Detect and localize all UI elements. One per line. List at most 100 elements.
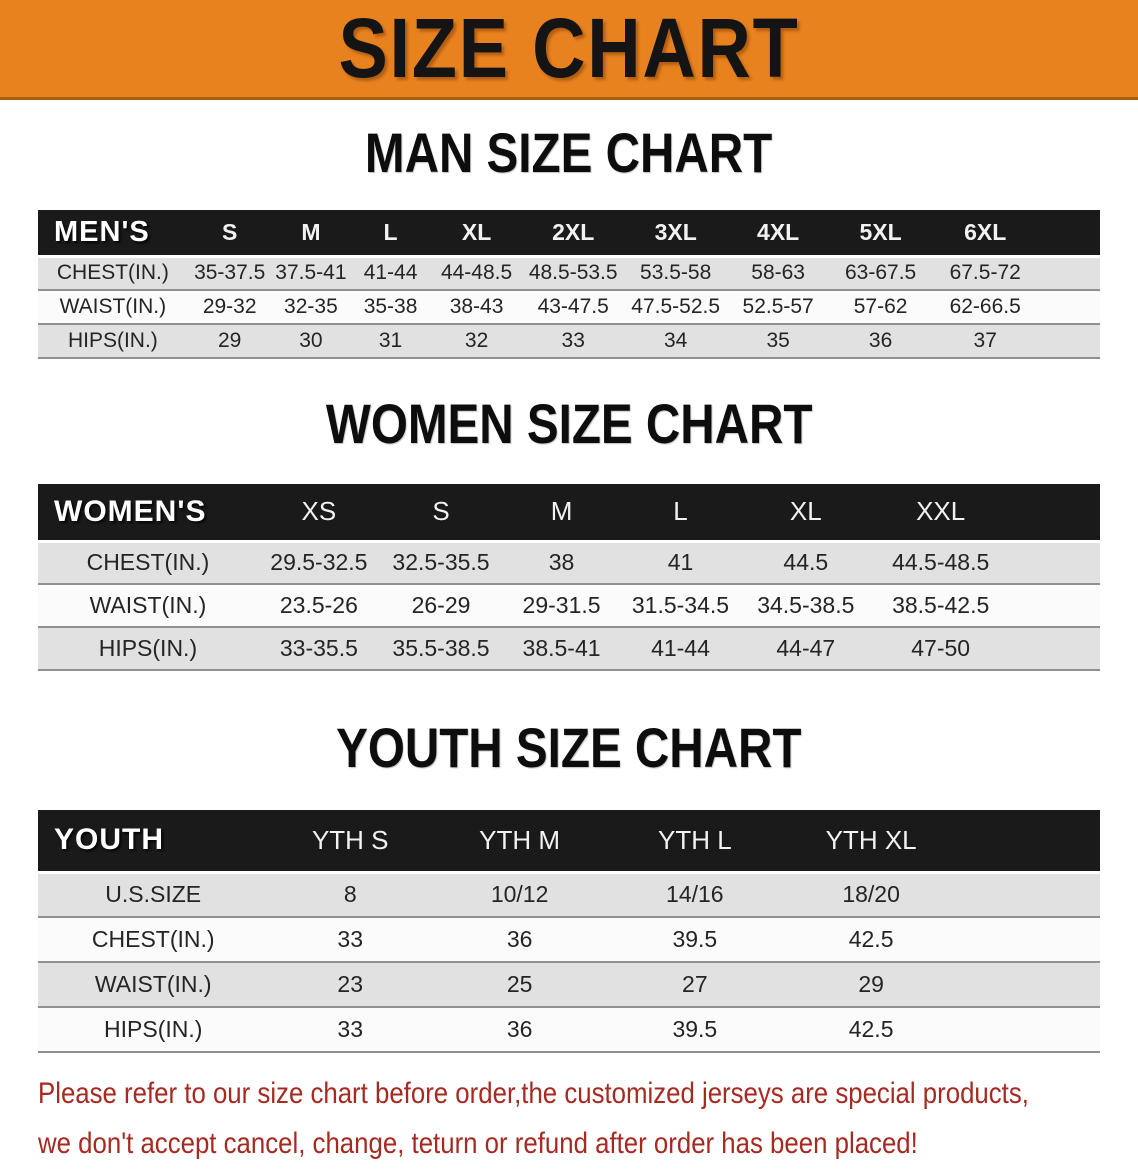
women-section-heading-text: WOMEN SIZE CHART — [325, 392, 813, 455]
size-value-cell: 39.5 — [672, 926, 718, 952]
size-header-cell: S — [432, 496, 450, 527]
size-header-cell: YTH XL — [825, 824, 917, 855]
size-value-cell: 38.5-42.5 — [892, 592, 990, 618]
size-header-cell: 4XL — [757, 218, 800, 245]
size-value-cell: 38 — [548, 549, 575, 576]
spacer-cell — [1038, 324, 1100, 358]
women-section-heading: WOMEN SIZE CHART — [0, 395, 1138, 468]
spacer-cell — [960, 872, 1100, 917]
size-header-cell: XS — [301, 496, 337, 527]
size-value-cell: 36 — [506, 926, 533, 952]
disclaimer-line-1: Please refer to our size chart before or… — [38, 1077, 1029, 1110]
spacer-cell — [1038, 256, 1100, 290]
size-value-cell: 36 — [868, 329, 893, 352]
spacer-cell — [960, 1007, 1100, 1052]
disclaimer-line-2: we don't accept cancel, change, teturn o… — [38, 1127, 918, 1160]
row-label-cell: HIPS(IN.) — [67, 329, 158, 352]
size-value-cell: 44.5-48.5 — [892, 549, 990, 576]
size-value-cell: 53.5-58 — [640, 261, 712, 285]
size-value-cell: 26-29 — [411, 592, 471, 618]
table-row: CHEST(IN.) 35-37.5 37.5-41 41-44 44-48.5… — [38, 256, 1100, 290]
size-value-cell: 27 — [682, 971, 708, 997]
table-row: WAIST(IN.) 29-32 32-35 35-38 38-43 43-47… — [38, 290, 1100, 324]
men-size-table: MEN'S S M L XL 2XL 3XL 4XL 5XL 6XL CHEST… — [38, 210, 1100, 359]
spacer-cell — [1010, 484, 1100, 541]
size-value-cell: 39.5 — [672, 1016, 718, 1042]
women-header-row: WOMEN'S XS S M L XL XXL — [38, 484, 1100, 541]
youth-section-heading: YOUTH SIZE CHART — [0, 719, 1138, 792]
size-value-cell: 32-35 — [284, 295, 338, 318]
table-row: CHEST(IN.) 33 36 39.5 42.5 — [38, 917, 1100, 962]
size-value-cell: 35 — [766, 329, 790, 352]
disclaimer-text: Please refer to our size chart before or… — [38, 1071, 1138, 1171]
size-value-cell: 29 — [858, 971, 884, 997]
size-value-cell: 31 — [378, 329, 403, 352]
row-label-cell: CHEST(IN.) — [86, 549, 210, 576]
size-value-cell: 29-31.5 — [522, 592, 601, 618]
size-value-cell: 29-32 — [202, 295, 257, 318]
row-label-cell: WAIST(IN.) — [94, 971, 212, 997]
spacer-cell — [1010, 541, 1100, 584]
size-header-cell: M — [301, 218, 321, 245]
size-value-cell: 41-44 — [363, 261, 418, 285]
women-corner-label: WOMEN'S — [54, 494, 207, 528]
size-header-cell: M — [550, 496, 573, 527]
row-label-cell: HIPS(IN.) — [104, 1016, 203, 1042]
size-value-cell: 63-67.5 — [844, 261, 917, 285]
size-value-cell: 37 — [973, 329, 997, 352]
size-header-cell: 3XL — [654, 218, 697, 245]
size-value-cell: 30 — [299, 329, 323, 352]
size-value-cell: 34 — [663, 329, 688, 352]
size-value-cell: 42.5 — [848, 1016, 894, 1042]
men-section-heading: MAN SIZE CHART — [0, 124, 1138, 197]
size-value-cell: 31.5-34.5 — [631, 592, 730, 618]
table-row: CHEST(IN.) 29.5-32.5 32.5-35.5 38 41 44.… — [38, 541, 1100, 584]
spacer-cell — [1038, 290, 1100, 324]
size-value-cell: 44-48.5 — [440, 261, 513, 285]
size-value-cell: 62-66.5 — [949, 295, 1021, 318]
spacer-cell — [960, 810, 1100, 872]
size-value-cell: 44.5 — [783, 549, 829, 576]
size-header-cell: 6XL — [964, 218, 1007, 245]
size-value-cell: 47-50 — [911, 635, 971, 661]
size-value-cell: 41 — [667, 549, 694, 576]
table-row: WAIST(IN.) 23.5-26 26-29 29-31.5 31.5-34… — [38, 584, 1100, 627]
size-header-cell: 2XL — [552, 218, 595, 245]
size-value-cell: 18/20 — [842, 881, 900, 908]
size-value-cell: 29 — [218, 329, 242, 352]
size-value-cell: 33-35.5 — [279, 635, 358, 661]
size-value-cell: 48.5-53.5 — [528, 261, 618, 285]
size-value-cell: 10/12 — [490, 881, 549, 908]
row-label-cell: WAIST(IN.) — [59, 295, 167, 318]
size-header-cell: 5XL — [859, 218, 902, 245]
size-value-cell: 33 — [337, 926, 364, 952]
size-header-cell: YTH M — [479, 824, 561, 855]
spacer-cell — [1010, 627, 1100, 670]
spacer-cell — [960, 917, 1100, 962]
size-chart-banner: SIZE CHART — [0, 0, 1138, 100]
spacer-cell — [1038, 210, 1100, 256]
size-value-cell: 52.5-57 — [742, 295, 814, 318]
size-value-cell: 37.5-41 — [275, 261, 347, 285]
size-header-cell: XL — [789, 496, 822, 527]
size-value-cell: 38.5-41 — [522, 635, 601, 661]
size-value-cell: 32.5-35.5 — [392, 549, 490, 576]
table-row: HIPS(IN.) 29 30 31 32 33 34 35 36 37 — [38, 324, 1100, 358]
women-size-table: WOMEN'S XS S M L XL XXL CHEST(IN.) 29.5-… — [38, 484, 1100, 671]
size-value-cell: 35-37.5 — [194, 261, 266, 285]
size-value-cell: 25 — [506, 971, 533, 997]
size-value-cell: 29.5-32.5 — [270, 549, 368, 576]
table-row: HIPS(IN.) 33 36 39.5 42.5 — [38, 1007, 1100, 1052]
size-value-cell: 36 — [506, 1016, 533, 1042]
size-header-cell: XXL — [916, 496, 966, 527]
men-corner-label: MEN'S — [54, 215, 150, 248]
size-value-cell: 41-44 — [651, 635, 710, 661]
size-value-cell: 58-63 — [751, 261, 805, 285]
size-value-cell: 57-62 — [853, 295, 908, 318]
size-header-cell: L — [383, 218, 398, 245]
youth-corner-label: YOUTH — [54, 823, 164, 857]
youth-header-row: YOUTH YTH S YTH M YTH L YTH XL — [38, 810, 1100, 872]
size-header-cell: YTH S — [311, 824, 389, 855]
table-row: U.S.SIZE 8 10/12 14/16 18/20 — [38, 872, 1100, 917]
size-value-cell: 35-38 — [363, 295, 418, 318]
